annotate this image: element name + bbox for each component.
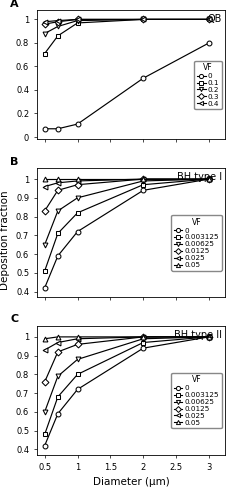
Legend: 0, 0.003125, 0.00625, 0.0125, 0.025, 0.05: 0, 0.003125, 0.00625, 0.0125, 0.025, 0.0… — [171, 215, 221, 270]
Text: B: B — [10, 156, 19, 166]
X-axis label: Diameter (μm): Diameter (μm) — [92, 477, 169, 487]
Text: Deposition fraction: Deposition fraction — [0, 190, 10, 290]
Text: C: C — [10, 314, 19, 324]
Text: BH type I: BH type I — [176, 172, 221, 181]
Text: A: A — [10, 0, 19, 8]
Text: QB: QB — [206, 14, 221, 24]
Text: BH type II: BH type II — [173, 330, 221, 340]
Legend: 0, 0.003125, 0.00625, 0.0125, 0.025, 0.05: 0, 0.003125, 0.00625, 0.0125, 0.025, 0.0… — [171, 373, 221, 428]
Legend: 0, 0.1, 0.2, 0.3, 0.4: 0, 0.1, 0.2, 0.3, 0.4 — [194, 60, 221, 110]
